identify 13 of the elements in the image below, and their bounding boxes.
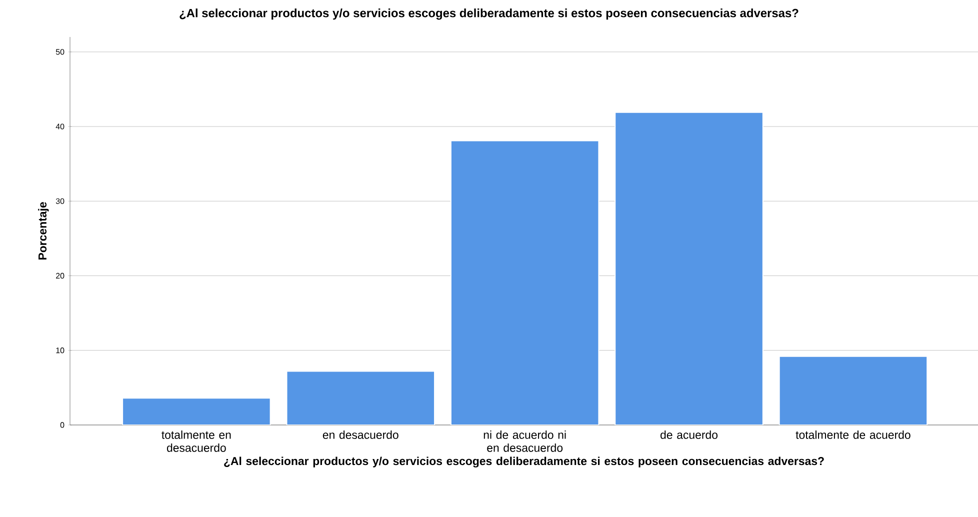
- x-tick-label: ni de acuerdo ni en desacuerdo: [484, 430, 566, 452]
- x-tick-label: totalmente en desacuerdo: [162, 430, 231, 452]
- bar: [778, 356, 928, 425]
- bar: [286, 370, 436, 425]
- chart-title: ¿Al seleccionar productos y/o servicios escoges deliberadamente si estos poseen consecuencias adversas?: [180, 8, 798, 20]
- x-tick-label: totalmente de acuerdo: [796, 430, 910, 439]
- bar: [122, 398, 271, 425]
- bar: [450, 140, 600, 425]
- x-tick-label: en desacuerdo: [322, 430, 398, 439]
- x-tick-label: de acuerdo: [660, 430, 718, 439]
- y-axis-title: Porcentaje: [38, 202, 49, 260]
- x-axis-title: ¿Al seleccionar productos y/o servicios escoges deliberadamente si estos poseen consecuencias adversas?: [224, 456, 824, 468]
- bar: [614, 112, 764, 425]
